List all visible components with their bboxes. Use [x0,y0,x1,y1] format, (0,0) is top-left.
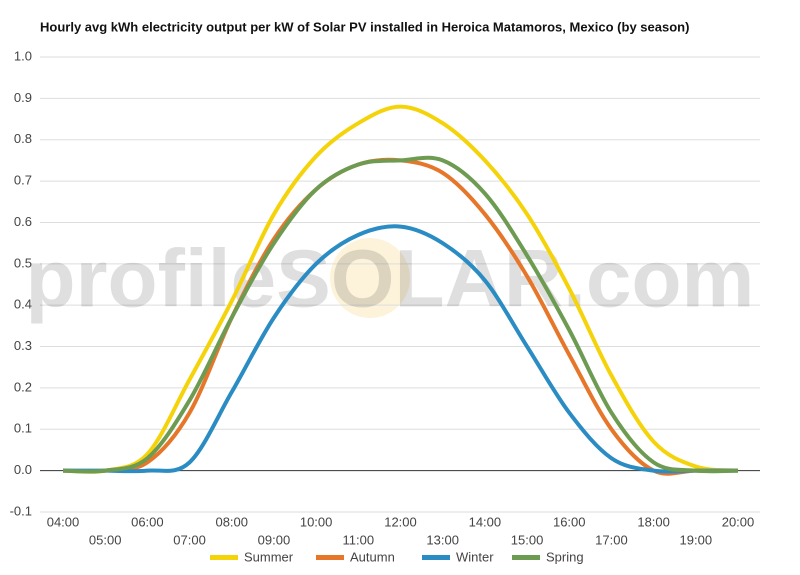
x-tick-label: 20:00 [722,514,755,529]
x-tick-label: 07:00 [173,532,206,547]
chart-title: Hourly avg kWh electricity output per kW… [40,19,689,34]
legend-swatch [512,555,540,560]
y-tick-label: 0.7 [14,173,32,188]
x-tick-label: 18:00 [637,514,670,529]
legend-label: Autumn [350,549,395,564]
series-line [62,104,739,474]
x-tick-label: 17:00 [595,532,628,547]
x-tick-label: 11:00 [343,532,375,547]
y-tick-label: 0.0 [14,462,32,477]
x-tick-label: 15:00 [511,532,544,547]
y-tick-label: 0.8 [14,131,32,146]
y-tick-label: 0.3 [14,338,32,353]
x-tick-label: 13:00 [426,532,459,547]
y-tick-label: 0.9 [14,90,32,105]
x-tick-label: 08:00 [215,514,248,529]
x-tick-label: 16:00 [553,514,586,529]
x-tick-label: 06:00 [131,514,164,529]
x-tick-label: 14:00 [469,514,502,529]
series-line [62,224,738,474]
y-tick-label: 0.6 [14,214,32,229]
watermark: profileSOLAR.com [26,234,755,325]
legend-swatch [316,555,344,560]
watermark-sun [330,238,410,318]
legend-label: Spring [546,549,584,564]
x-tick-label: 04:00 [47,514,80,529]
y-tick-label: 0.1 [14,421,32,436]
x-tick-label: 09:00 [258,532,291,547]
x-tick-label: 12:00 [384,514,417,529]
y-tick-label: 0.5 [14,255,32,270]
y-tick-label: 0.2 [14,379,32,394]
y-tick-label: 0.4 [14,297,32,312]
series-line [62,155,739,474]
x-tick-label: 05:00 [89,532,122,547]
x-tick-label: 19:00 [680,532,713,547]
y-tick-label: -0.1 [10,503,32,518]
legend-swatch [210,555,238,560]
y-tick-label: 1.0 [14,48,32,63]
x-tick-label: 10:00 [300,514,333,529]
legend-swatch [422,555,450,560]
legend-label: Summer [244,549,294,564]
legend-label: Winter [456,549,494,564]
